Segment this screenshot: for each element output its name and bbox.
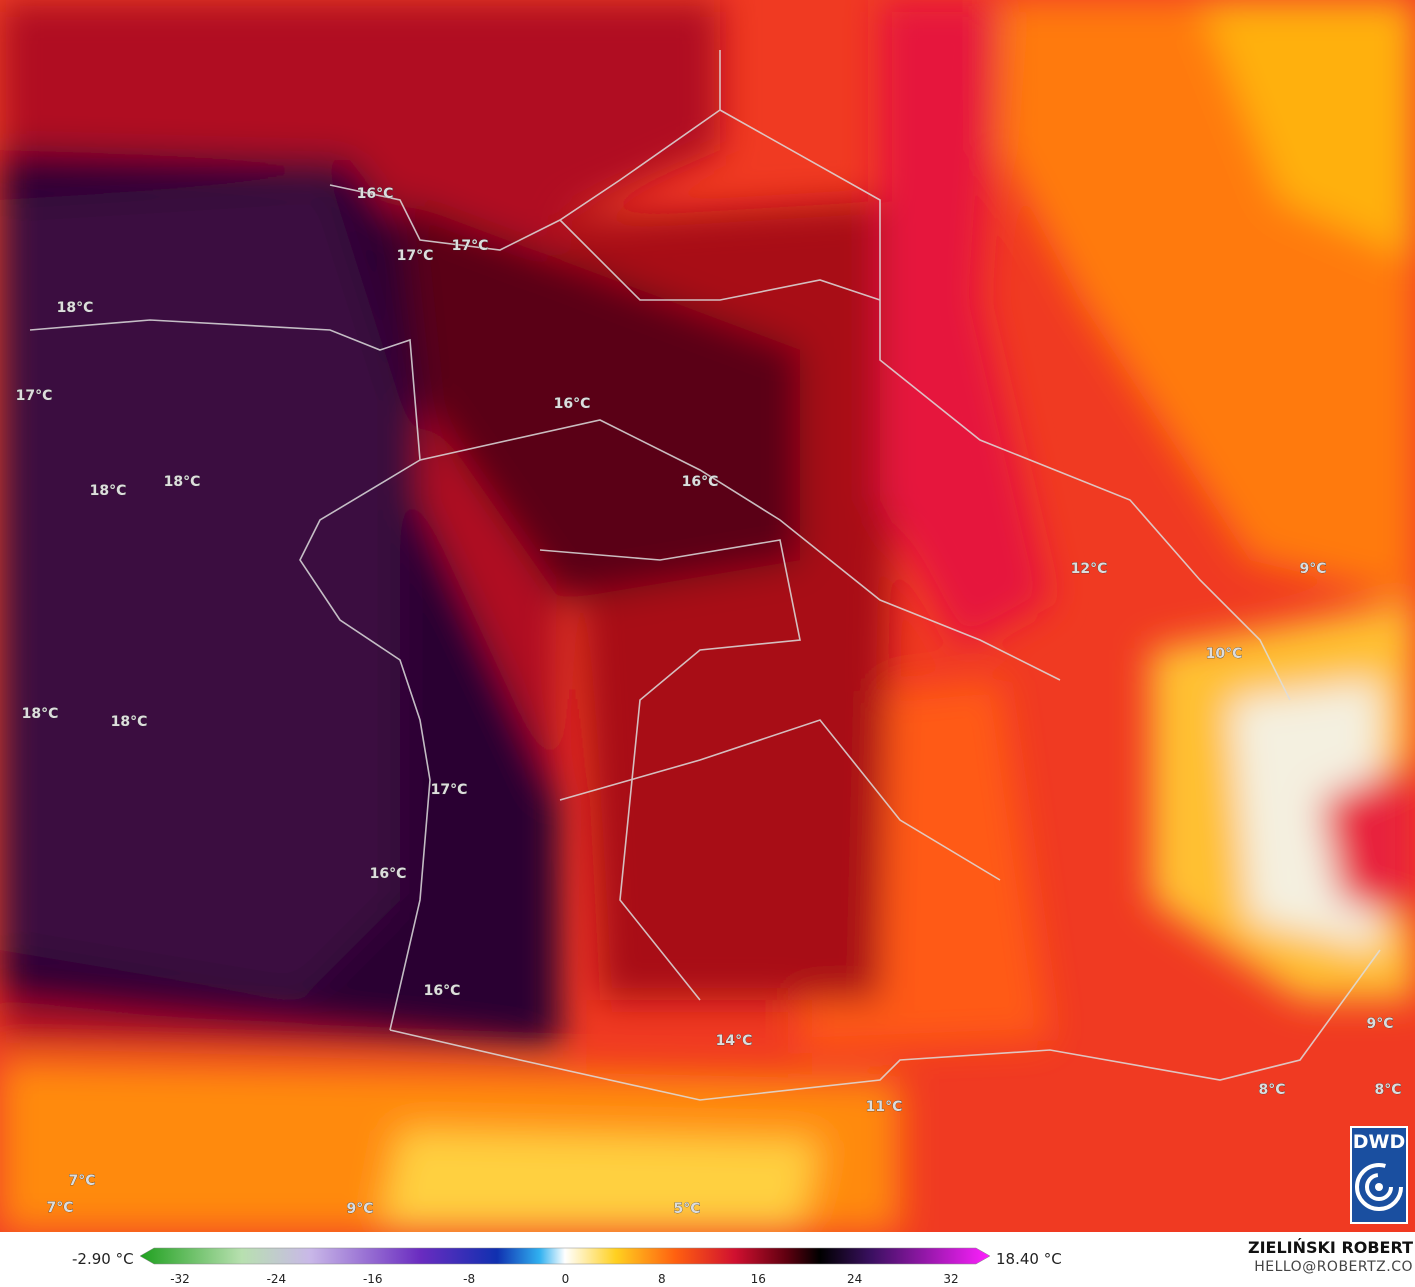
temperature-label: 12°C: [1071, 561, 1108, 577]
weather-map: 16°C 17°C 17°C 18°C 17°C 16°C 16°C 18°C 18°C 12°C…: [0, 0, 1415, 1232]
temperature-label: 17°C: [431, 782, 468, 798]
temperature-field: [0, 0, 1415, 1232]
temperature-label: 16°C: [554, 396, 591, 412]
colorbar-min: -2.90 °C: [72, 1250, 134, 1268]
logo-swirl: [1355, 1163, 1403, 1211]
colorbar-tick: -8: [463, 1272, 476, 1286]
temperature-label: 9°C: [346, 1201, 373, 1217]
colorbar-tick: 24: [846, 1272, 863, 1286]
temperature-label: 18°C: [90, 483, 127, 499]
temperature-label: 18°C: [22, 706, 59, 722]
temperature-label: 17°C: [397, 248, 434, 264]
temperature-label: 14°C: [716, 1033, 753, 1049]
temperature-label: 9°C: [1366, 1016, 1393, 1032]
temperature-label: 7°C: [68, 1173, 95, 1189]
temperature-label: 16°C: [424, 983, 461, 999]
temperature-label: 7°C: [46, 1200, 73, 1216]
colorbar-tick: 0: [561, 1272, 570, 1286]
temperature-label: 18°C: [164, 474, 201, 490]
borders: [29, 50, 1381, 1101]
temperature-label: 10°C: [1206, 646, 1243, 662]
colorbar-tick: 16: [750, 1272, 766, 1286]
colorbar-tick: -24: [266, 1272, 287, 1286]
temperature-label: 5°C: [673, 1201, 700, 1217]
temperature-label: 9°C: [1299, 561, 1326, 577]
logo-text: DWD: [1352, 1131, 1406, 1153]
temperature-label: 16°C: [370, 866, 407, 882]
colorbar: [139, 1247, 991, 1265]
colorbar-tick: -16: [362, 1272, 383, 1286]
dwd-logo: DWD: [1350, 1126, 1408, 1224]
colorbar-tick: -32: [170, 1272, 190, 1286]
colorbar-tick: 32: [943, 1272, 959, 1286]
colorbar-strip: -2.90 °C 18.40 °C -32 -24 -16 -8 0 8 16 24 32 ZI…: [0, 1232, 1415, 1287]
temperature-label: 16°C: [682, 474, 719, 490]
colorbar-tick: 8: [658, 1272, 666, 1286]
temperature-label: 17°C: [16, 388, 53, 404]
temperature-label: 18°C: [57, 300, 94, 316]
contact: HELLO@ROBERTZ.CO: [1254, 1259, 1413, 1275]
temperature-label: 11°C: [866, 1099, 903, 1115]
temperature-label: 17°C: [452, 238, 489, 254]
temperature-label: 16°C: [357, 186, 394, 202]
author: ZIELIŃSKI ROBERT: [1247, 1238, 1413, 1257]
colorbar-max: 18.40 °C: [996, 1250, 1062, 1268]
temperature-label: 18°C: [111, 714, 148, 730]
temperature-label: 8°C: [1258, 1082, 1285, 1098]
temperature-labels: 16°C 17°C 17°C 18°C 17°C 16°C 16°C 18°C 18°C 12°C…: [15, 186, 1401, 1218]
temperature-label: 8°C: [1374, 1082, 1401, 1098]
